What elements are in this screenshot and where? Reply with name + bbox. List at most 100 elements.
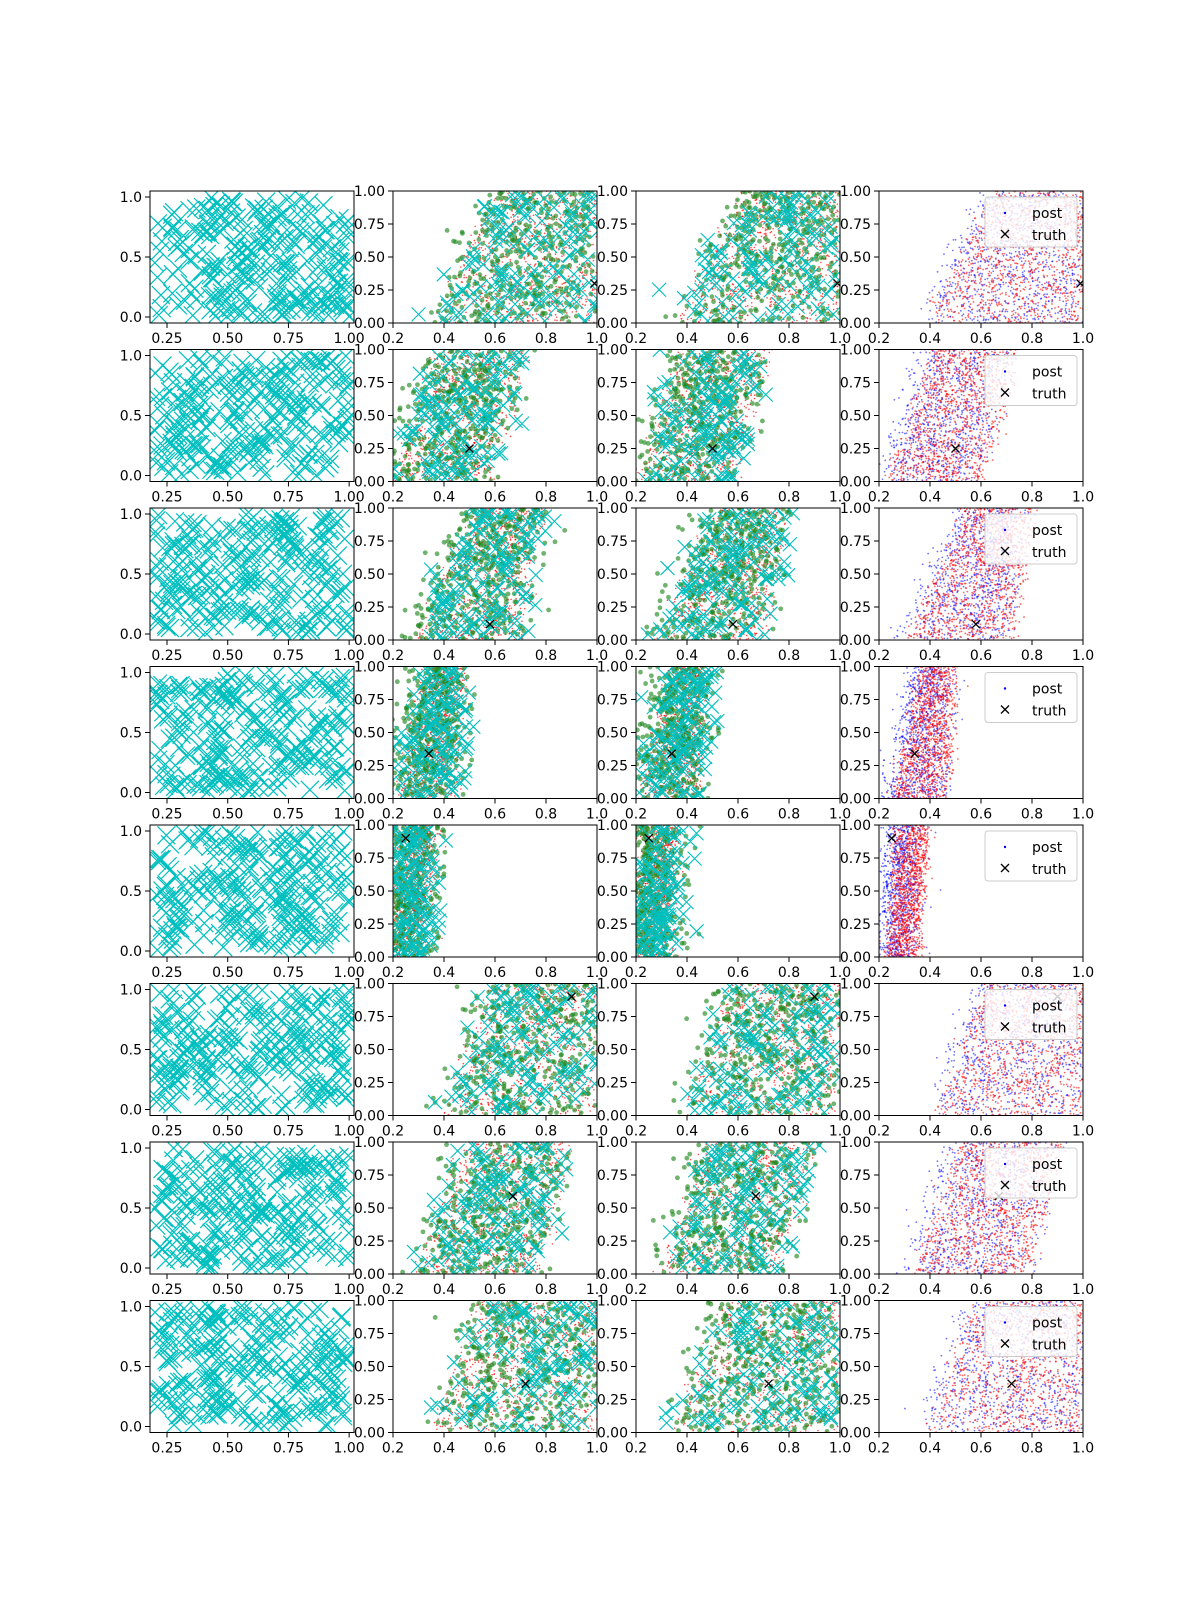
post-point-blue — [1064, 307, 1067, 310]
sample-point-green — [776, 242, 782, 248]
legend-post-marker — [1003, 211, 1007, 215]
sample-point-red — [400, 442, 403, 444]
post-point-red — [1070, 248, 1073, 251]
post-point-blue — [1066, 259, 1069, 261]
post-point-blue — [963, 246, 965, 249]
sample-point-red — [755, 202, 758, 204]
sample-point-red — [765, 234, 768, 237]
post-point-red — [998, 301, 1001, 303]
post-point-blue — [984, 301, 987, 304]
sample-point-green — [453, 239, 458, 245]
post-point-blue — [1078, 211, 1081, 213]
post-point-blue — [1012, 309, 1015, 312]
post-point-blue — [968, 213, 971, 215]
post-point-red — [1055, 286, 1058, 288]
sample-point-green — [458, 256, 463, 262]
post-point-red — [965, 296, 967, 299]
sample-point-red — [546, 267, 549, 270]
x-tick-label: 1.0 — [1072, 331, 1094, 347]
x-tick-label: 0.50 — [212, 490, 243, 506]
sample-point-red — [421, 448, 424, 451]
post-point-red — [932, 301, 934, 303]
sample-point-red — [472, 286, 474, 288]
sample-point-red — [539, 216, 542, 219]
sample-point-red — [701, 268, 704, 271]
post-point-blue — [1058, 296, 1061, 299]
post-point-red — [961, 259, 964, 261]
post-point-red — [980, 226, 983, 228]
post-point-red — [992, 279, 995, 282]
sample-point-green — [546, 206, 551, 212]
sample-point-green — [753, 212, 758, 218]
post-point-red — [1010, 194, 1012, 197]
sample-point-green — [837, 310, 840, 316]
post-point-red — [1046, 287, 1049, 290]
sample-point-red — [740, 202, 743, 205]
sample-point-green — [779, 248, 785, 254]
sample-point-red — [737, 288, 739, 291]
sample-point-green — [736, 253, 741, 259]
sample-point-red — [684, 309, 687, 312]
sample-point-green — [553, 213, 559, 219]
post-point-red — [994, 290, 997, 293]
post-point-red — [962, 278, 965, 281]
post-point-blue — [973, 274, 976, 276]
post-point-red — [941, 300, 944, 302]
sample-point-red — [516, 197, 518, 199]
sample-point-red — [587, 313, 590, 315]
post-point-blue — [933, 285, 936, 288]
sample-point-red — [765, 247, 767, 249]
post-point-red — [1048, 281, 1050, 283]
post-point-red — [957, 272, 960, 275]
sample-point-red — [486, 310, 488, 313]
post-point-red — [1040, 247, 1043, 250]
post-point-blue — [1068, 313, 1070, 316]
post-point-red — [1030, 314, 1032, 317]
sample-point-red — [521, 238, 524, 240]
post-point-red — [1034, 279, 1037, 282]
post-point-red — [1061, 264, 1064, 267]
post-point-red — [1041, 289, 1044, 292]
sample-point-red — [494, 293, 497, 295]
sample-point-green — [724, 263, 729, 268]
post-point-red — [1035, 252, 1038, 255]
sample-point-red — [493, 273, 495, 276]
post-point-red — [972, 255, 975, 258]
sample-point-green — [485, 303, 490, 309]
post-point-blue — [976, 290, 979, 293]
sample-point-green — [567, 263, 573, 268]
post-point-red — [1070, 310, 1073, 313]
post-point-blue — [951, 281, 954, 284]
post-point-red — [998, 303, 1000, 306]
sample-point-red — [743, 296, 745, 298]
post-point-blue — [949, 283, 952, 286]
sample-point-red — [837, 210, 839, 213]
sample-point-green — [482, 212, 488, 217]
sample-point-green — [717, 233, 723, 239]
post-point-red — [1030, 261, 1033, 264]
sample-point-red — [592, 259, 595, 262]
subplot-r1-c1: 0.25 0.50 0.75 1.000.00.51.0 — [120, 190, 365, 347]
sample-point-red — [440, 363, 443, 365]
sample-point-green — [437, 302, 443, 308]
sample-point-red — [474, 242, 477, 244]
sample-point-green — [821, 232, 827, 238]
post-point-red — [1045, 296, 1048, 299]
post-point-blue — [968, 305, 971, 308]
post-point-red — [1014, 262, 1017, 265]
sample-point-red — [769, 301, 772, 303]
post-point-blue — [1023, 254, 1026, 257]
post-point-red — [1049, 285, 1052, 288]
post-point-blue — [1026, 278, 1029, 281]
sample-point-green — [663, 314, 669, 320]
sample-point-red — [461, 281, 464, 284]
sample-point-red — [571, 311, 574, 313]
post-point-red — [1043, 282, 1046, 285]
post-point-red — [1008, 272, 1011, 275]
post-point-red — [1074, 266, 1077, 269]
post-point-blue — [948, 290, 950, 293]
post-point-blue — [928, 318, 930, 321]
sample-point-red — [461, 294, 464, 297]
post-point-blue — [1033, 292, 1036, 295]
post-point-blue — [1017, 298, 1020, 301]
